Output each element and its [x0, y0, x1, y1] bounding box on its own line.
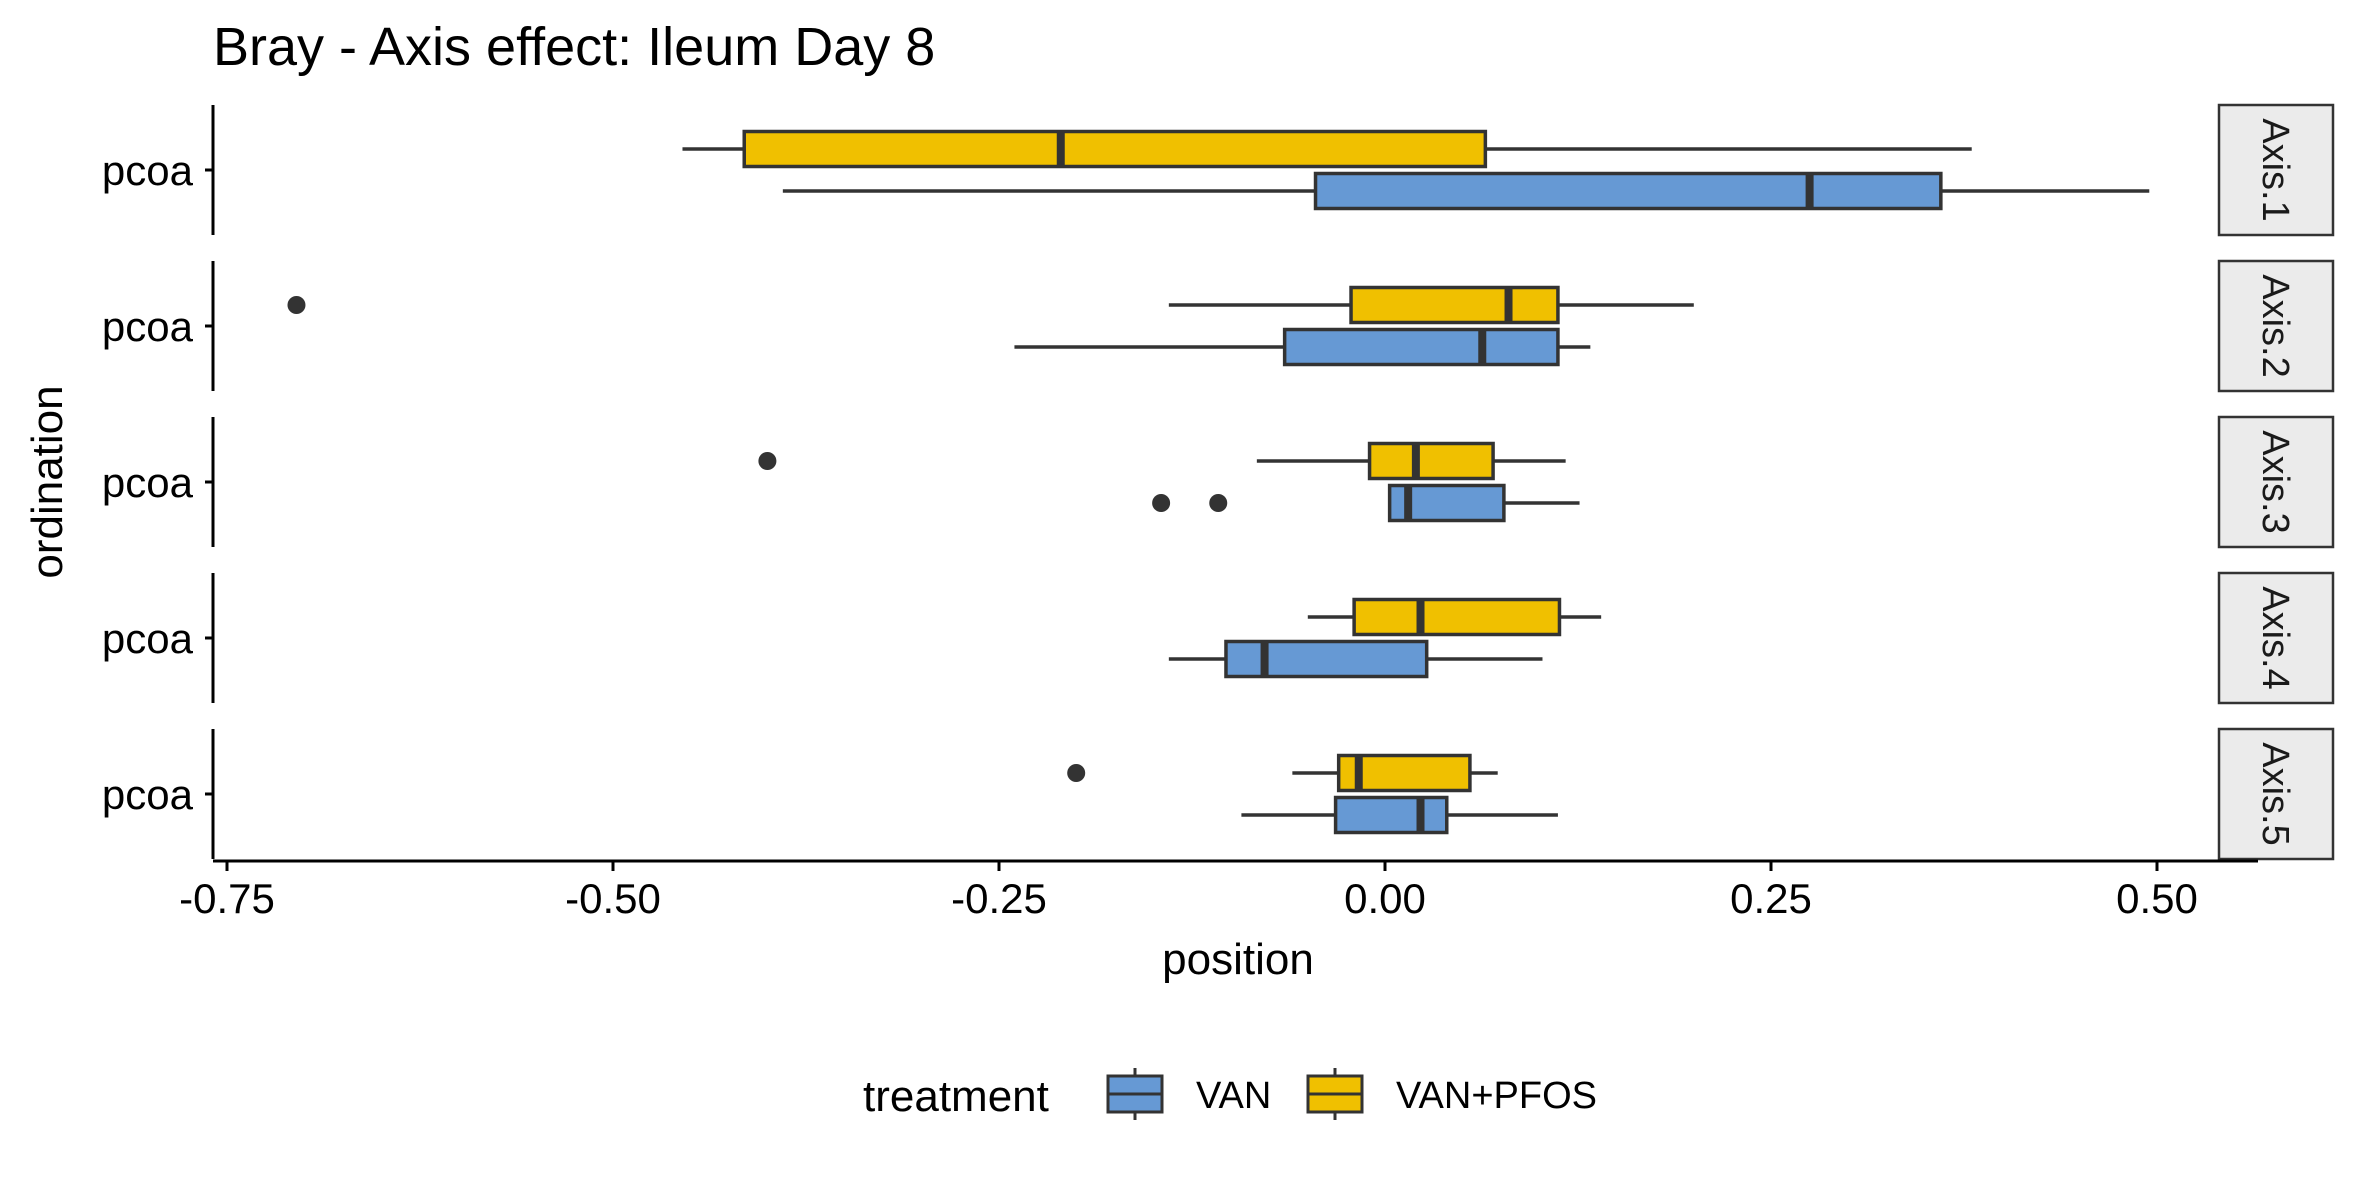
box-body: [1333, 795, 1449, 835]
box-van: [1241, 795, 1558, 835]
facet-strip-label: Axis.3: [2254, 430, 2296, 533]
box-van: [1168, 639, 1543, 679]
box-van-pfos: [1307, 597, 1602, 637]
outlier-point: [1067, 764, 1086, 782]
panel-axis-2: pcoa Axis.2: [102, 259, 2335, 393]
y-tick-label: pcoa: [102, 147, 194, 194]
legend-label: VAN+PFOS: [1396, 1075, 1597, 1117]
y-axis-title: ordination: [23, 385, 72, 578]
panel-axis-5: pcoa Axis.5: [102, 727, 2335, 861]
x-tick-label: -0.75: [179, 875, 275, 922]
outlier-point: [287, 296, 306, 314]
box-body: [1282, 327, 1560, 367]
legend-title: treatment: [863, 1072, 1049, 1121]
facet-strip: [2217, 727, 2335, 861]
box-van: [782, 171, 2150, 211]
box-van-pfos: [758, 441, 1566, 481]
legend-key-van: VAN: [1106, 1068, 1271, 1120]
facet-strip: [2217, 571, 2335, 705]
y-tick-label: pcoa: [102, 771, 194, 818]
box-van: [1152, 483, 1580, 523]
facet-strip: [2217, 103, 2335, 237]
facet-strip-label: Axis.1: [2254, 118, 2296, 221]
box-body: [742, 129, 1488, 169]
legend: treatment VAN VAN+PFOS: [863, 1068, 1597, 1121]
outlier-point: [1209, 494, 1228, 512]
box-van-pfos: [682, 129, 1972, 169]
facet-strip-label: Axis.2: [2254, 274, 2296, 377]
x-axis-title: position: [1162, 935, 1314, 984]
y-tick-label: pcoa: [102, 303, 194, 350]
x-tick-label: 0.50: [2116, 875, 2198, 922]
x-tick-label: 0.00: [1344, 875, 1426, 922]
box-van-pfos: [287, 285, 1694, 325]
panel-axis-4: pcoa Axis.4: [102, 571, 2335, 705]
box-body: [1224, 639, 1429, 679]
legend-key-van-pfos: VAN+PFOS: [1306, 1068, 1597, 1120]
x-tick-label: -0.50: [565, 875, 661, 922]
y-tick-label: pcoa: [102, 459, 194, 506]
y-tick-label: pcoa: [102, 615, 194, 662]
legend-label: VAN: [1196, 1075, 1271, 1117]
outlier-point: [1152, 494, 1171, 512]
box-van-pfos: [1067, 753, 1498, 793]
x-tick-label: -0.25: [951, 875, 1047, 922]
x-tick-label: 0.25: [1730, 875, 1812, 922]
panels: pcoa Axis.1 pcoa Axis.2 pcoa Axis.3 pcoa Axis.4…: [102, 103, 2335, 861]
box-body: [1352, 597, 1562, 637]
box-van: [1014, 327, 1591, 367]
facet-strip: [2217, 415, 2335, 549]
box-body: [1313, 171, 1943, 211]
x-axis: -0.75 -0.50 -0.25 0.00 0.25 0.50: [179, 859, 2258, 922]
facet-strip-label: Axis.5: [2254, 742, 2296, 845]
outlier-point: [758, 452, 777, 470]
panel-axis-1: pcoa Axis.1: [102, 103, 2335, 237]
box-body: [1367, 441, 1495, 481]
chart-title: Bray - Axis effect: Ileum Day 8: [213, 17, 935, 77]
box-body: [1349, 285, 1560, 325]
panel-axis-3: pcoa Axis.3: [102, 415, 2335, 549]
facet-strip-label: Axis.4: [2254, 586, 2296, 689]
facet-strip: [2217, 259, 2335, 393]
